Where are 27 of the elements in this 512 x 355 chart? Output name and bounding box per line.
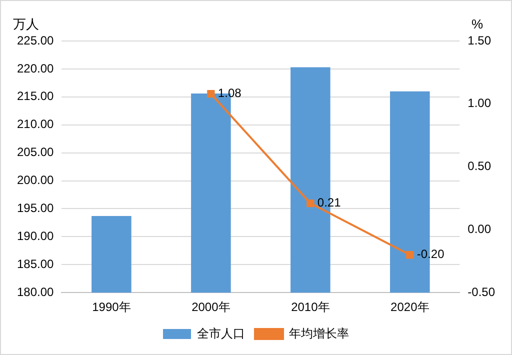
y2-tick-label: 1.00 (468, 96, 492, 110)
y2-tick-label: 0.50 (468, 159, 492, 174)
x-tick-label: 2010年 (291, 300, 330, 314)
y2-axis-title: % (471, 16, 484, 32)
point (406, 251, 414, 259)
y-tick-label: 185.00 (17, 256, 54, 271)
point (306, 199, 314, 208)
x-tick-label: 1990年 (92, 300, 131, 314)
y2-tick-label: 1.50 (468, 33, 492, 48)
point (207, 90, 215, 98)
y-tick-label: 215.00 (17, 89, 54, 104)
y-tick-label: 180.00 (17, 284, 54, 299)
y-tick-label: 195.00 (17, 201, 54, 216)
y-tick-label: 225.00 (17, 33, 54, 48)
legend-label: 年均增长率 (289, 326, 349, 340)
y2-tick-label: -0.50 (468, 284, 496, 299)
data-label: 1.08 (218, 86, 242, 100)
x-tick-label: 2020年 (390, 300, 430, 314)
y-tick-label: 220.00 (17, 61, 54, 76)
y2-tick-label: 0.00 (468, 222, 492, 236)
y-tick-label: 200.00 (17, 173, 54, 188)
y-tick-label: 190.00 (17, 229, 54, 243)
y-tick-label: 205.00 (17, 145, 54, 160)
y-tick-label: 210.00 (17, 117, 54, 132)
x-tick-label: 2000年 (192, 300, 230, 314)
y-axis-title: 万人 (13, 16, 39, 32)
legend-label: 全市人口 (197, 326, 245, 340)
